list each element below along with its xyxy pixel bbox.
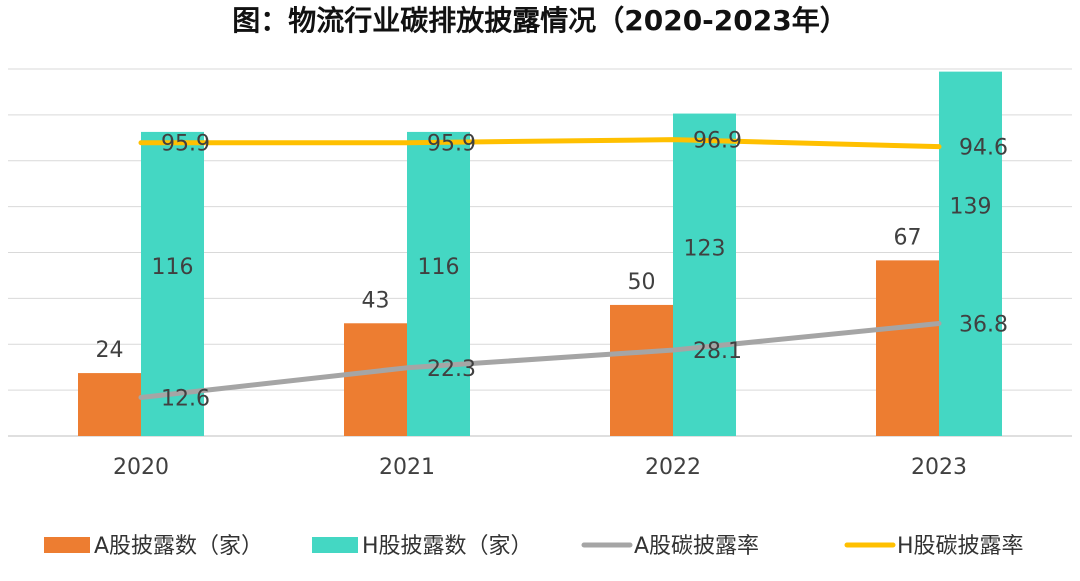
bar-label: 67	[894, 225, 922, 250]
x-tick-label: 2022	[645, 455, 701, 480]
data-labels-layer: 24 43 50 67 116 116 123 139 12.6 22.3 28.1 36.8 95.9…	[96, 129, 1008, 412]
legend-label: A股披露数（家）	[94, 534, 263, 559]
bar-label: 43	[362, 288, 390, 313]
legend-swatch	[312, 537, 358, 553]
legend-label: H股披露数（家）	[362, 534, 533, 559]
x-tick-label: 2021	[379, 455, 435, 480]
bar-a-2022	[610, 304, 673, 436]
legend-label: A股碳披露率	[634, 534, 759, 559]
x-axis-ticks: 2020 2021 2022 2023	[113, 455, 967, 480]
bar-label: 116	[152, 255, 194, 280]
legend-swatch	[44, 537, 90, 553]
bar-label: 24	[96, 338, 124, 363]
bar-label: 123	[684, 237, 726, 262]
line-series-h	[138, 137, 942, 150]
bar-label: 116	[418, 255, 460, 280]
line-label: 96.9	[693, 129, 742, 154]
bars-layer	[78, 71, 1002, 437]
legend-label: H股碳披露率	[897, 534, 1024, 559]
x-tick-label: 2023	[911, 455, 967, 480]
bar-h-2023	[939, 71, 1002, 436]
bar-label: 50	[628, 270, 656, 295]
line-label: 95.9	[427, 132, 476, 157]
line-series-a	[138, 320, 942, 400]
line-label: 36.8	[959, 312, 1008, 337]
line-label: 28.1	[693, 339, 742, 364]
line-label: 12.6	[161, 386, 210, 411]
line-label: 94.6	[959, 136, 1008, 161]
line-label: 22.3	[427, 357, 476, 382]
bar-a-2021	[344, 323, 407, 436]
legend: A股披露数（家） H股披露数（家） A股碳披露率 H股碳披露率	[44, 534, 1024, 559]
bar-h-2021	[407, 131, 470, 436]
line-label: 95.9	[161, 132, 210, 157]
bar-h-2020	[141, 131, 204, 436]
chart-title: 图：物流行业碳排放披露情况（2020-2023年）	[232, 4, 847, 37]
bar-a-2023	[876, 260, 939, 436]
lines-layer	[138, 137, 942, 400]
bar-a-2020	[78, 373, 141, 436]
bar-h-2022	[673, 113, 736, 437]
x-tick-label: 2020	[113, 455, 169, 480]
bar-label: 139	[950, 195, 992, 220]
